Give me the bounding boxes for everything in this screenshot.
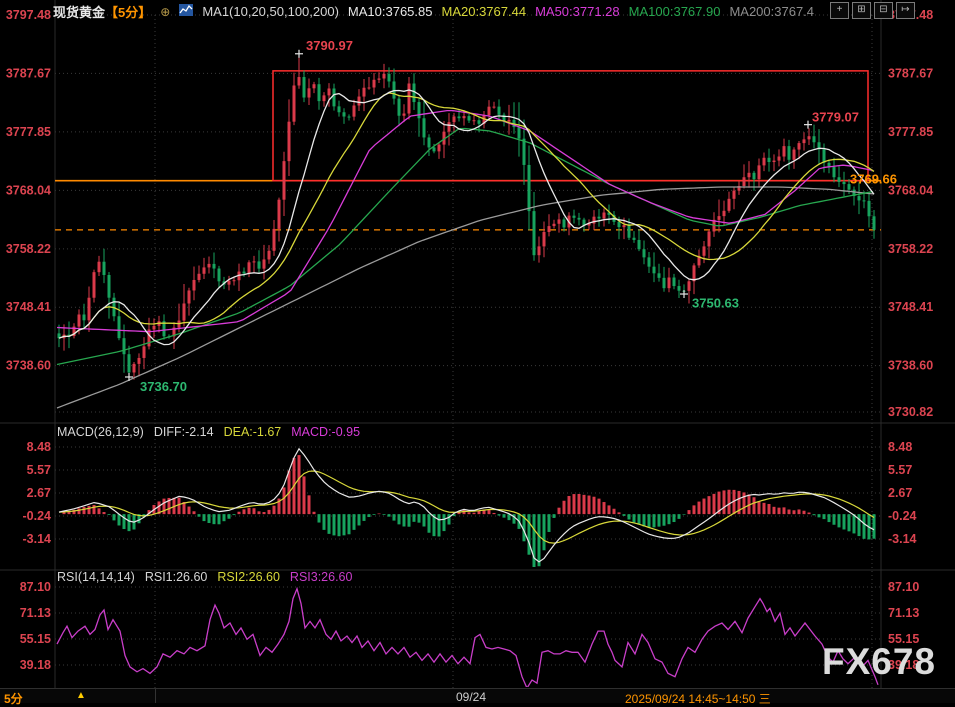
axis-tick-label: 87.10 xyxy=(888,580,919,594)
period-dropdown-icon[interactable]: ▲ xyxy=(76,690,86,701)
ma100-value: MA100:3767.90 xyxy=(628,4,721,19)
period-tag: 【5分】 xyxy=(105,5,152,20)
axis-tick-label: 2.67 xyxy=(27,486,51,500)
ma50-value: MA50:3771.28 xyxy=(535,4,620,19)
price-annotations: 3790.97 3779.07 3769.66 3750.63 3736.70 xyxy=(125,38,897,394)
macd-dea-value: DEA:-1.67 xyxy=(223,425,282,439)
axis-tick-label: 3738.60 xyxy=(888,359,933,373)
axis-tick-label: 8.48 xyxy=(888,440,912,454)
diff-line xyxy=(58,447,875,563)
ma-overlays xyxy=(56,89,875,409)
rsi-line xyxy=(56,586,879,687)
period-tab[interactable]: 5分 xyxy=(4,692,23,706)
axis-tick-label: 8.48 xyxy=(27,440,51,454)
axis-tick-label: 3768.04 xyxy=(6,183,51,197)
price-annotation: 3750.63 xyxy=(692,296,739,311)
rsi1-value: RSI1:26.60 xyxy=(144,570,208,584)
chart-header: 现货黄金【5分】 ⊕ MA1(10,20,50,100,200) MA10:37… xyxy=(53,2,814,21)
axis-tick-label: 3777.85 xyxy=(6,125,51,139)
axis-tick-label: 39.18 xyxy=(20,658,51,672)
ma10-value: MA10:3765.85 xyxy=(347,4,433,19)
axis-tick-label: -0.24 xyxy=(888,509,917,523)
price-annotation: 3779.07 xyxy=(812,109,859,124)
axis-date-label: 09/24 xyxy=(456,690,487,704)
footer-divider xyxy=(155,689,156,703)
fx678-watermark: FX678 xyxy=(822,641,937,682)
ma200-value: MA200:3767.4 xyxy=(729,4,815,19)
axis-tick-label: 55.15 xyxy=(20,632,51,646)
price-annotation: 3769.66 xyxy=(850,171,897,186)
axis-tick-label: 3738.60 xyxy=(6,359,51,373)
axis-tick-label: -3.14 xyxy=(23,532,52,546)
chart-type-icon[interactable] xyxy=(179,4,194,19)
price-annotation: 3736.70 xyxy=(140,379,187,394)
ma20-line xyxy=(58,92,875,339)
axis-tick-label: 3797.48 xyxy=(6,8,51,22)
symbol-name: 现货黄金 xyxy=(53,5,106,20)
indicator-axis-icon[interactable]: ⊟ xyxy=(874,2,893,19)
panel-borders xyxy=(0,0,955,688)
axis-tick-label: 87.10 xyxy=(20,580,51,594)
axis-tick-label: 3748.41 xyxy=(6,300,51,314)
reference-lines xyxy=(55,179,881,231)
axis-tick-label: 5.57 xyxy=(27,463,51,477)
macd-lines xyxy=(58,447,875,563)
axis-tick-label: 3787.67 xyxy=(6,66,51,80)
axis-tick-label: -3.14 xyxy=(888,532,917,546)
chart-toolbar: + ⊞ ⊟ ↦ xyxy=(830,2,915,19)
macd-diff-value: DIFF:-2.14 xyxy=(153,425,214,439)
bottom-bar: 5分 ▲ 09/24 2025/09/24 14:45~14:50 三 xyxy=(0,688,955,706)
scale-axis-icon[interactable]: ⊞ xyxy=(852,2,871,19)
ma10-line xyxy=(58,89,875,346)
axis-tick-label: -0.24 xyxy=(23,509,52,523)
drawing-rectangle[interactable] xyxy=(272,70,869,182)
axis-tick-label: 3758.22 xyxy=(888,242,933,256)
axis-tick-label: 3730.82 xyxy=(888,405,933,419)
axis-tick-label: 71.13 xyxy=(888,606,919,620)
dea-line xyxy=(58,470,875,544)
grid xyxy=(55,14,881,688)
macd-macd-value: MACD:-0.95 xyxy=(291,425,361,439)
link-icon[interactable]: ⊕ xyxy=(160,4,171,19)
current-bar-time-label: 2025/09/24 14:45~14:50 三 xyxy=(625,692,771,706)
axis-tick-label: 3748.41 xyxy=(888,300,933,314)
axis-tick-label: 3777.85 xyxy=(888,125,933,139)
rsi-line-group xyxy=(56,586,879,687)
axis-tick-label: 3787.67 xyxy=(888,66,933,80)
axis-tick-label: 39.18 xyxy=(888,658,919,672)
macd-title[interactable]: MACD(26,12,9) xyxy=(57,425,144,439)
macd-histogram xyxy=(62,455,876,567)
ma50-line xyxy=(56,109,874,333)
axis-tick-label: 3758.22 xyxy=(6,242,51,256)
ma-settings-label: MA1(10,20,50,100,200) xyxy=(202,4,339,19)
macd-indicator-header: MACD(26,12,9) DIFF:-2.14 DEA:-1.67 MACD:… xyxy=(57,425,360,439)
ma20-value: MA20:3767.44 xyxy=(441,4,527,19)
crosshair-icon[interactable]: + xyxy=(830,2,849,19)
price-annotation: 3790.97 xyxy=(306,38,353,53)
detach-window-icon[interactable]: ↦ xyxy=(896,2,915,19)
axis-tick-label: 2.67 xyxy=(888,486,912,500)
rsi3-value: RSI3:26.60 xyxy=(289,570,353,584)
axis-tick-label: 55.15 xyxy=(888,632,919,646)
axis-tick-label: 5.57 xyxy=(888,463,912,477)
candlestick-series[interactable] xyxy=(57,53,876,380)
rsi-indicator-header: RSI(14,14,14) RSI1:26.60 RSI2:26.60 RSI3… xyxy=(57,570,352,584)
rsi2-value: RSI2:26.60 xyxy=(217,570,280,584)
rsi-title[interactable]: RSI(14,14,14) xyxy=(57,570,135,584)
ma100-line xyxy=(56,127,874,366)
ma200-line xyxy=(56,186,874,409)
axis-tick-label: 3768.04 xyxy=(888,183,933,197)
axis-tick-label: 71.13 xyxy=(20,606,51,620)
